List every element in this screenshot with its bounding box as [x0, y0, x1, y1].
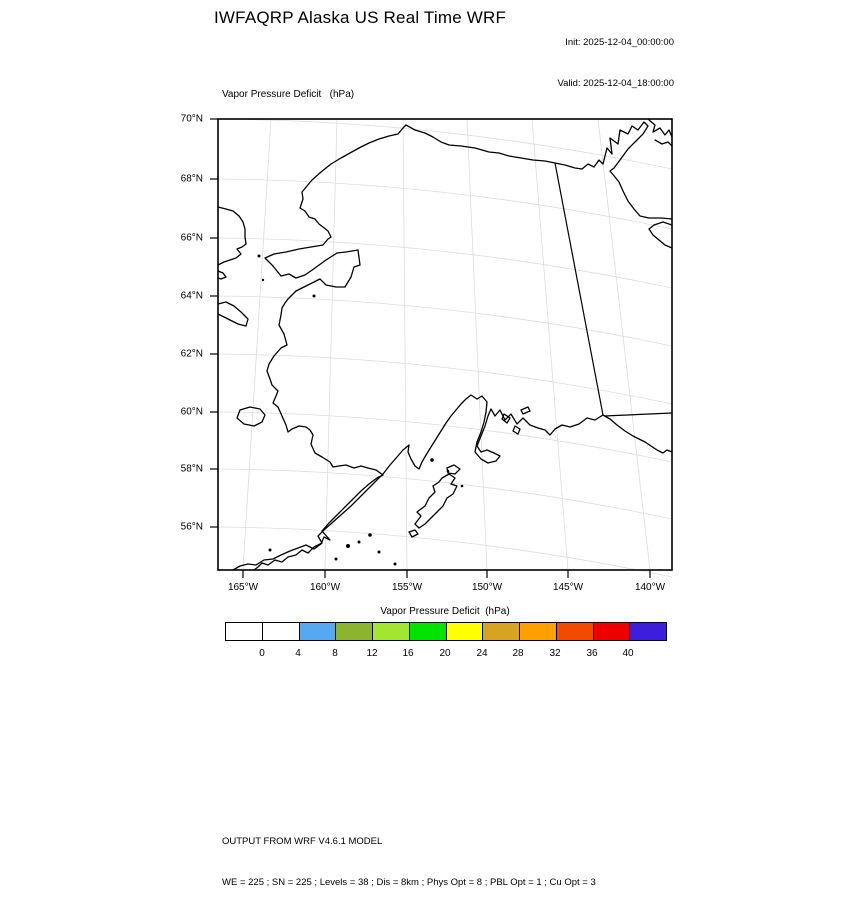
footer-config-line: WE = 225 ; SN = 225 ; Levels = 38 ; Dis …	[222, 876, 596, 888]
lon-axis-label: 145°W	[552, 582, 584, 593]
colorbar-cell	[482, 623, 519, 640]
footer-notes: OUTPUT FROM WRF V4.6.1 MODEL WE = 225 ; …	[222, 808, 596, 903]
map-plot-title: Vapor Pressure Deficit (hPa)	[222, 89, 355, 100]
coastline-alaska-west-arctic	[232, 121, 673, 571]
colorbar-tick-label: 40	[622, 648, 634, 659]
island-afognak	[446, 464, 461, 475]
island-nunivak	[236, 406, 266, 427]
island-trinity	[408, 529, 419, 538]
page-title: IWFAQRP Alaska US Real Time WRF	[214, 8, 507, 27]
lat-axis-label: 68°N	[180, 173, 203, 185]
border-141w	[554, 162, 604, 416]
alaska-map	[210, 118, 673, 578]
colorbar-tick-label: 32	[549, 648, 561, 659]
colorbar-cell	[226, 623, 262, 640]
init-timestamp: Init: 2025-12-04_00:00:00	[565, 37, 674, 48]
coastlines	[217, 119, 673, 571]
colorbar-tick-label: 20	[439, 648, 451, 659]
coastline-yakutat-east	[602, 414, 673, 454]
colorbar-cell	[592, 623, 630, 640]
lon-axis-label: 160°W	[309, 582, 341, 593]
lon-axis-label: 155°W	[391, 582, 423, 593]
lon-axis-label: 150°W	[471, 582, 503, 593]
lat-axis-label: 58°N	[180, 463, 203, 475]
colorbar-cell	[335, 623, 372, 640]
lat-axis-label: 60°N	[180, 406, 203, 418]
valid-timestamp: Valid: 2025-12-04_18:00:00	[557, 77, 674, 89]
lat-axis-label: 56°N	[180, 521, 203, 533]
colorbar-cell	[519, 623, 556, 640]
island-st-lawrence	[217, 301, 249, 327]
coastline-canada-bay	[648, 221, 673, 249]
lat-axis-label: 64°N	[180, 290, 203, 302]
lat-axis-label: 70°N	[180, 113, 203, 125]
lon-axis-label: 165°W	[227, 582, 259, 593]
map-frame	[217, 118, 673, 571]
footer-model-line: OUTPUT FROM WRF V4.6.1 MODEL	[222, 836, 383, 847]
colorbar-tick-label: 4	[295, 648, 301, 659]
colorbar-cell	[298, 623, 336, 640]
run-timestamps: Init: 2025-12-04_00:00:00 Valid: 2025-12…	[557, 9, 674, 104]
colorbar-tick-label: 0	[259, 648, 265, 659]
lat-axis-label: 66°N	[180, 232, 203, 244]
colorbar-cell	[629, 623, 666, 640]
border-southeast	[603, 412, 673, 417]
colorbar-tick-label: 16	[402, 648, 414, 659]
colorbar-cell	[408, 623, 446, 640]
colorbar-tick-label: 24	[476, 648, 488, 659]
colorbar-tick-label: 12	[366, 648, 378, 659]
colorbar-cell	[261, 623, 299, 640]
colorbar-title: Vapor Pressure Deficit (hPa)	[380, 606, 510, 617]
colorbar-tick-label: 36	[586, 648, 598, 659]
colorbar	[225, 622, 667, 641]
coastline-chukotka-russia	[217, 206, 247, 280]
colorbar-tick-label: 28	[512, 648, 524, 659]
lon-axis-label: 140°W	[634, 582, 666, 593]
graticule	[217, 118, 673, 578]
colorbar-cell	[555, 623, 593, 640]
colorbar-tick-label: 8	[332, 648, 338, 659]
lat-axis-label: 62°N	[180, 348, 203, 360]
island-kodiak	[414, 473, 458, 529]
colorbar-cell	[372, 623, 409, 640]
coastline-gulf-of-alaska	[253, 394, 604, 571]
coastline-canada-corner-islands	[648, 119, 673, 147]
colorbar-cell	[445, 623, 483, 640]
small-islets	[257, 254, 464, 566]
axis-ticks	[210, 118, 651, 578]
islands-prince-william-sound	[501, 406, 531, 435]
